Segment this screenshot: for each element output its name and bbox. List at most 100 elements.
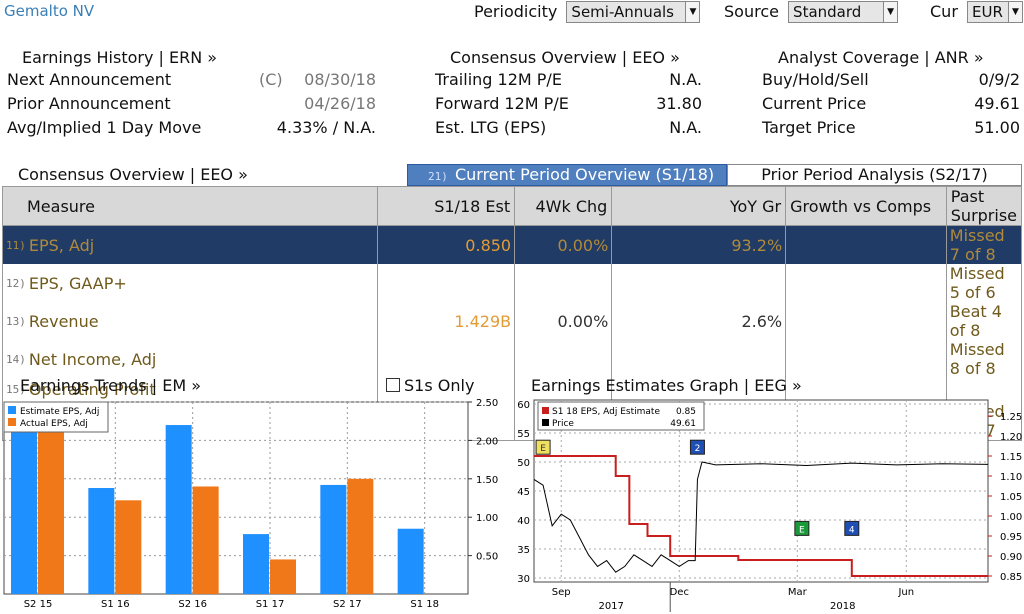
estimates-graph-title[interactable]: Earnings Estimates Graph | EEG » — [531, 376, 802, 395]
legend-label: Estimate EPS, Adj — [20, 407, 99, 417]
avg-move-label: Avg/Implied 1 Day Move — [7, 118, 202, 137]
x-tick-label: S1 17 — [256, 599, 285, 610]
consensus-table-title[interactable]: Consensus Overview | EEO » — [18, 165, 248, 184]
bar-estimate — [397, 528, 424, 594]
price-line — [533, 461, 989, 573]
table-row[interactable]: 14) Net Income, Adj Missed 8 of 8 — [1, 340, 1023, 378]
estimate-cell: 0.850 — [377, 225, 516, 264]
legend-swatch — [8, 418, 16, 426]
event-marker-label: E — [799, 525, 805, 535]
event-marker-blue — [844, 520, 860, 536]
plot-area — [3, 401, 469, 595]
comps-cell — [785, 340, 947, 378]
consensus-overview-title[interactable]: Consensus Overview | EEO » — [450, 48, 680, 67]
forward-pe-value: 31.80 — [656, 94, 702, 113]
table-header-row: Measure S1/18 Est 4Wk Chg YoY Gr Growth … — [1, 186, 1023, 226]
y-tick-label-left: 60 — [517, 400, 530, 411]
col-estimate[interactable]: S1/18 Est — [377, 186, 516, 226]
target-price-value: 51.00 — [974, 118, 1020, 137]
tab-current-period[interactable]: 21) Current Period Overview (S1/18) — [407, 164, 727, 186]
y-tick-label: 1.00 — [476, 513, 498, 524]
measure-cell: Operating Profit — [25, 378, 379, 402]
y-tick-label: 2.50 — [476, 398, 498, 409]
row-number: 13) — [1, 302, 26, 340]
event-marker-label: 2 — [695, 444, 701, 454]
security-title: Gemalto NV — [4, 2, 95, 20]
target-price-label: Target Price — [762, 118, 856, 137]
bar-actual — [270, 559, 296, 594]
col-past-surprise[interactable]: Past Surprise — [945, 186, 1023, 226]
bar-actual — [347, 478, 374, 594]
y-tick-label: 2.00 — [476, 436, 498, 447]
buy-hold-sell-label: Buy/Hold/Sell — [762, 70, 869, 89]
measure-cell: EPS, Adj — [25, 225, 379, 264]
bar-actual — [192, 486, 219, 594]
table-row[interactable]: 13) Revenue 1.429B 0.00% 2.6% Beat 4 of 8 — [1, 302, 1023, 340]
x-tick-label: S1 18 — [410, 599, 439, 610]
row-number: 14) — [1, 340, 26, 378]
source-label: Source — [724, 2, 779, 21]
yoy-cell — [611, 264, 787, 302]
analyst-coverage-title[interactable]: Analyst Coverage | ANR » — [778, 48, 984, 67]
col-measure[interactable]: Measure — [1, 186, 379, 226]
col-growth-vs-comps[interactable]: Growth vs Comps — [785, 186, 947, 226]
next-announcement-value: 08/30/18 — [304, 70, 376, 89]
surprise-cell: Missed 7 of 8 — [945, 225, 1023, 264]
tab-number: 21) — [428, 170, 448, 183]
yoy-cell: 93.2% — [611, 225, 787, 264]
comps-cell — [785, 302, 947, 340]
tab-prior-period-label: Prior Period Analysis (S2/17) — [761, 165, 988, 184]
table-row[interactable]: 15) Operating Profit — [1, 378, 1023, 402]
source-control: Source Standard ▼ — [724, 1, 899, 23]
earnings-trends-chart[interactable]: 0.50 1.00 1.50 2.00 2.50 S2 15 S1 16 S2 16 S1 17… — [0, 398, 510, 612]
table-row[interactable]: 11) EPS, Adj 0.850 0.00% 93.2% Missed 7 of 8 — [1, 225, 1023, 264]
surprise-cell: Beat 4 of 8 — [945, 302, 1023, 340]
trailing-pe-value: N.A. — [669, 70, 702, 89]
x-year-label: 2017 — [598, 601, 623, 612]
table-row[interactable]: 12) EPS, GAAP+ Missed 5 of 6 — [1, 264, 1023, 302]
periodicity-select[interactable]: Semi-Annuals ▼ — [566, 1, 701, 23]
bar-estimate — [320, 484, 347, 594]
bar-actual — [38, 411, 64, 594]
x-tick-label: S2 15 — [24, 599, 53, 610]
bar-actual — [115, 500, 142, 594]
earnings-history-title[interactable]: Earnings History | ERN » — [22, 48, 218, 67]
source-select[interactable]: Standard ▼ — [788, 1, 899, 23]
legend-label: Price — [552, 419, 574, 429]
x-tick-label: S2 17 — [333, 599, 362, 610]
s1s-only-toggle[interactable]: S1s Only — [386, 376, 474, 395]
trailing-pe-label: Trailing 12M P/E — [435, 70, 562, 89]
currency-select[interactable]: EUR ▼ — [966, 1, 1023, 23]
event-marker-label: E — [540, 444, 546, 454]
x-tick-label: Mar — [788, 587, 808, 598]
periodicity-control: Periodicity Semi-Annuals ▼ — [474, 1, 701, 23]
y-tick-label-right: 1.05 — [1000, 492, 1022, 503]
y-tick-label-right: 0.90 — [1000, 552, 1022, 563]
checkbox-icon[interactable] — [386, 378, 400, 392]
est-ltg-value: N.A. — [669, 118, 702, 137]
estimate-line — [534, 455, 988, 577]
row-number: 11) — [1, 225, 26, 264]
avg-move-value: 4.33% / N.A. — [276, 118, 376, 137]
tab-prior-period[interactable]: Prior Period Analysis (S2/17) — [727, 164, 1022, 186]
legend-label: Actual EPS, Adj — [20, 419, 88, 429]
comps-cell — [785, 225, 947, 264]
current-price-value: 49.61 — [974, 94, 1020, 113]
col-yoy-gr[interactable]: YoY Gr — [611, 186, 787, 226]
col-4wk-chg[interactable]: 4Wk Chg — [514, 186, 613, 226]
surprise-cell: Missed 8 of 8 — [945, 340, 1023, 378]
surprise-cell — [945, 378, 1023, 402]
estimates-graph-chart[interactable]: 30 35 40 45 50 55 60 0.85 0.90 0.95 1.00 1.05 1.10 1.… — [510, 396, 1024, 612]
y-tick-label-right: 0.85 — [1000, 572, 1022, 583]
chg-cell: 0.00% — [514, 302, 613, 340]
x-tick-label: S2 16 — [178, 599, 207, 610]
earnings-trends-title[interactable]: Earnings Trends | EM » — [20, 376, 201, 395]
dropdown-arrow-icon: ▼ — [883, 2, 898, 22]
yoy-cell — [611, 378, 787, 402]
legend-swatch — [542, 419, 549, 426]
source-value: Standard — [793, 3, 862, 21]
prior-announcement-label: Prior Announcement — [7, 94, 171, 113]
chg-cell — [514, 378, 613, 402]
bar-estimate — [165, 425, 192, 594]
y-tick-label-left: 35 — [517, 545, 530, 556]
